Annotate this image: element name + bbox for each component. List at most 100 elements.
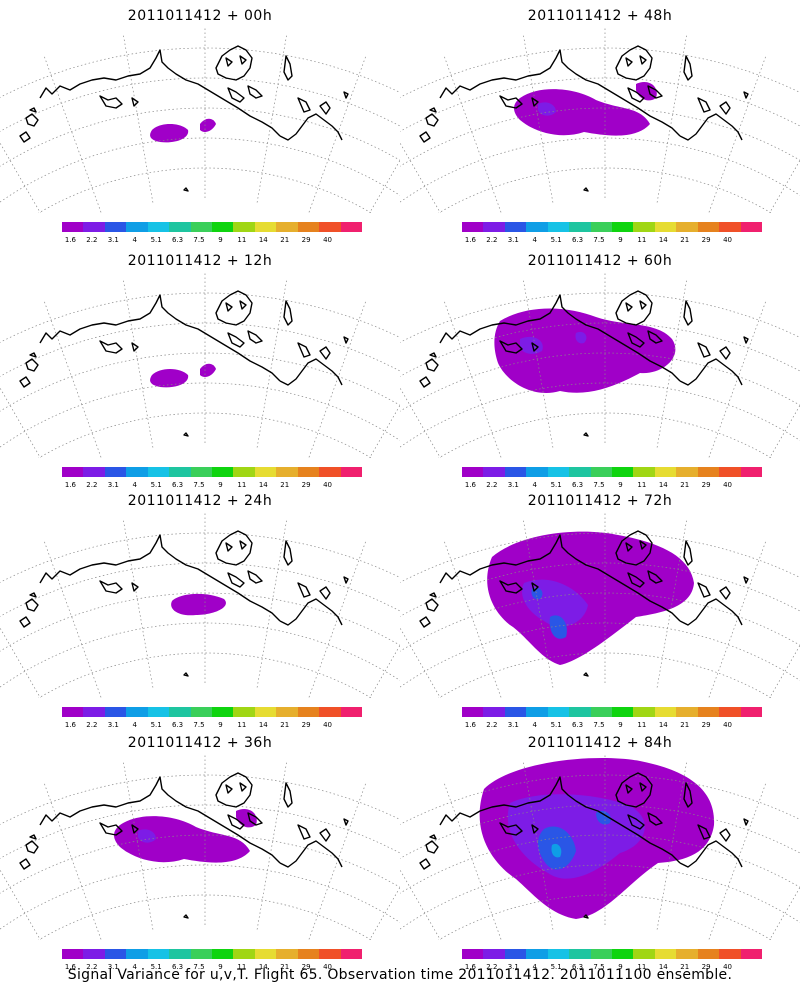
colorbar-swatch	[169, 707, 192, 717]
colorbar-swatch	[254, 707, 277, 717]
longitude-line	[523, 280, 554, 448]
colorbar-swatch	[340, 222, 363, 232]
colorbar-label: 1.6	[64, 481, 76, 489]
longitude-line	[707, 783, 767, 940]
colorbar-swatch	[504, 707, 527, 717]
colorbar-swatch	[297, 949, 320, 959]
signal-contour	[114, 816, 250, 863]
colorbar-swatch	[190, 949, 213, 959]
colorbar-swatch	[654, 222, 677, 232]
colorbar-swatch	[212, 949, 234, 959]
colorbar-labels: 1.6 2.2 3.1 4 5.1 6.3 7.5 9 11 14 21 29 40	[462, 236, 772, 246]
coastline	[429, 352, 437, 358]
colorbar-swatch	[297, 707, 320, 717]
colorbar	[462, 222, 763, 234]
latitude-line	[0, 352, 400, 458]
colorbar-swatch	[190, 222, 213, 232]
colorbar-label: 6.3	[571, 481, 584, 489]
coastline	[425, 358, 439, 372]
coastline	[583, 672, 589, 677]
colorbar-swatch	[126, 707, 149, 717]
latitude-line	[0, 292, 400, 415]
colorbar-label: 6.3	[171, 963, 184, 971]
colorbar-label: 5.1	[150, 963, 162, 971]
latitude-line	[0, 622, 400, 698]
colorbar-swatch	[719, 949, 742, 959]
coastline	[39, 534, 281, 622]
longitude-line	[523, 35, 554, 203]
colorbar-label: 9	[218, 481, 223, 489]
latitude-line	[400, 864, 800, 940]
colorbar-swatch	[62, 707, 84, 717]
colorbar-swatch	[126, 949, 149, 959]
colorbar-swatch	[654, 707, 677, 717]
signal-contour	[200, 118, 216, 132]
coastline	[625, 784, 633, 794]
longitude-line	[443, 301, 503, 458]
longitude-line	[400, 382, 413, 458]
coastline	[225, 784, 233, 794]
longitude-line	[656, 35, 687, 203]
colorbar-swatch	[504, 949, 527, 959]
coastline	[697, 824, 711, 840]
coastline	[625, 302, 633, 312]
latitude-line	[400, 412, 800, 458]
coastline	[425, 113, 439, 127]
colorbar-swatch	[83, 467, 106, 477]
colorbar-swatch	[719, 467, 742, 477]
colorbar-label: 9	[618, 481, 623, 489]
colorbar-swatch	[676, 949, 699, 959]
signal-contour	[551, 843, 562, 858]
coastline	[647, 85, 663, 99]
map-canvas	[0, 755, 400, 940]
coastline	[625, 542, 633, 552]
coastline	[319, 828, 331, 842]
longitude-line	[523, 520, 554, 688]
signal-contour	[138, 829, 156, 843]
coastline	[183, 914, 189, 919]
map-panel: 2011011412 + 72h 1.6 2.2 3.1 4 5.1 6.3 7.5 9 11 1…	[400, 485, 800, 729]
colorbar-label: 6.3	[571, 721, 584, 729]
latitude-line	[400, 652, 800, 698]
colorbar-swatch	[676, 222, 699, 232]
signal-contour	[596, 810, 611, 825]
longitude-line	[0, 864, 13, 940]
colorbar-swatch	[526, 707, 549, 717]
coastline	[615, 45, 653, 81]
colorbar-label: 1.6	[464, 236, 476, 244]
colorbar-swatch	[147, 467, 170, 477]
longitude-line	[0, 90, 56, 213]
latitude-line	[0, 562, 400, 677]
coastline	[99, 822, 123, 836]
coastline	[639, 55, 647, 65]
colorbar-label: 40	[723, 963, 733, 971]
colorbar-swatch	[633, 467, 656, 477]
map-panel: 2011011412 + 00h 1.6 2.2 3.1 4 5.1 6.3 7.5 9 11 1…	[0, 0, 400, 244]
coastline	[239, 55, 247, 65]
signal-contour	[200, 363, 216, 377]
colorbar-label: 40	[323, 236, 333, 244]
colorbar-swatch	[504, 222, 527, 232]
colorbar-swatch	[697, 949, 720, 959]
longitude-line	[256, 520, 287, 688]
coastline	[343, 336, 349, 344]
coastline	[239, 782, 247, 792]
colorbar-swatch	[340, 707, 363, 717]
map-canvas	[400, 273, 800, 458]
longitude-line	[123, 35, 154, 203]
colorbar-label: 4	[532, 963, 537, 971]
colorbar-swatch	[340, 467, 363, 477]
longitude-line	[523, 762, 554, 930]
figure-caption: Signal Variance for u,v,T. Flight 65. Ob…	[67, 967, 733, 983]
colorbar-swatch	[697, 222, 720, 232]
coastline	[239, 300, 247, 310]
colorbar-label: 14	[658, 963, 668, 971]
longitude-line	[307, 783, 367, 940]
colorbar-swatch	[254, 949, 277, 959]
colorbar-label: 3.1	[507, 481, 519, 489]
colorbar-swatch	[147, 707, 170, 717]
colorbar-swatch	[633, 707, 656, 717]
colorbar-label: 2.2	[86, 481, 98, 489]
colorbar-label: 5.1	[150, 721, 162, 729]
colorbar-label: 1.6	[64, 963, 76, 971]
